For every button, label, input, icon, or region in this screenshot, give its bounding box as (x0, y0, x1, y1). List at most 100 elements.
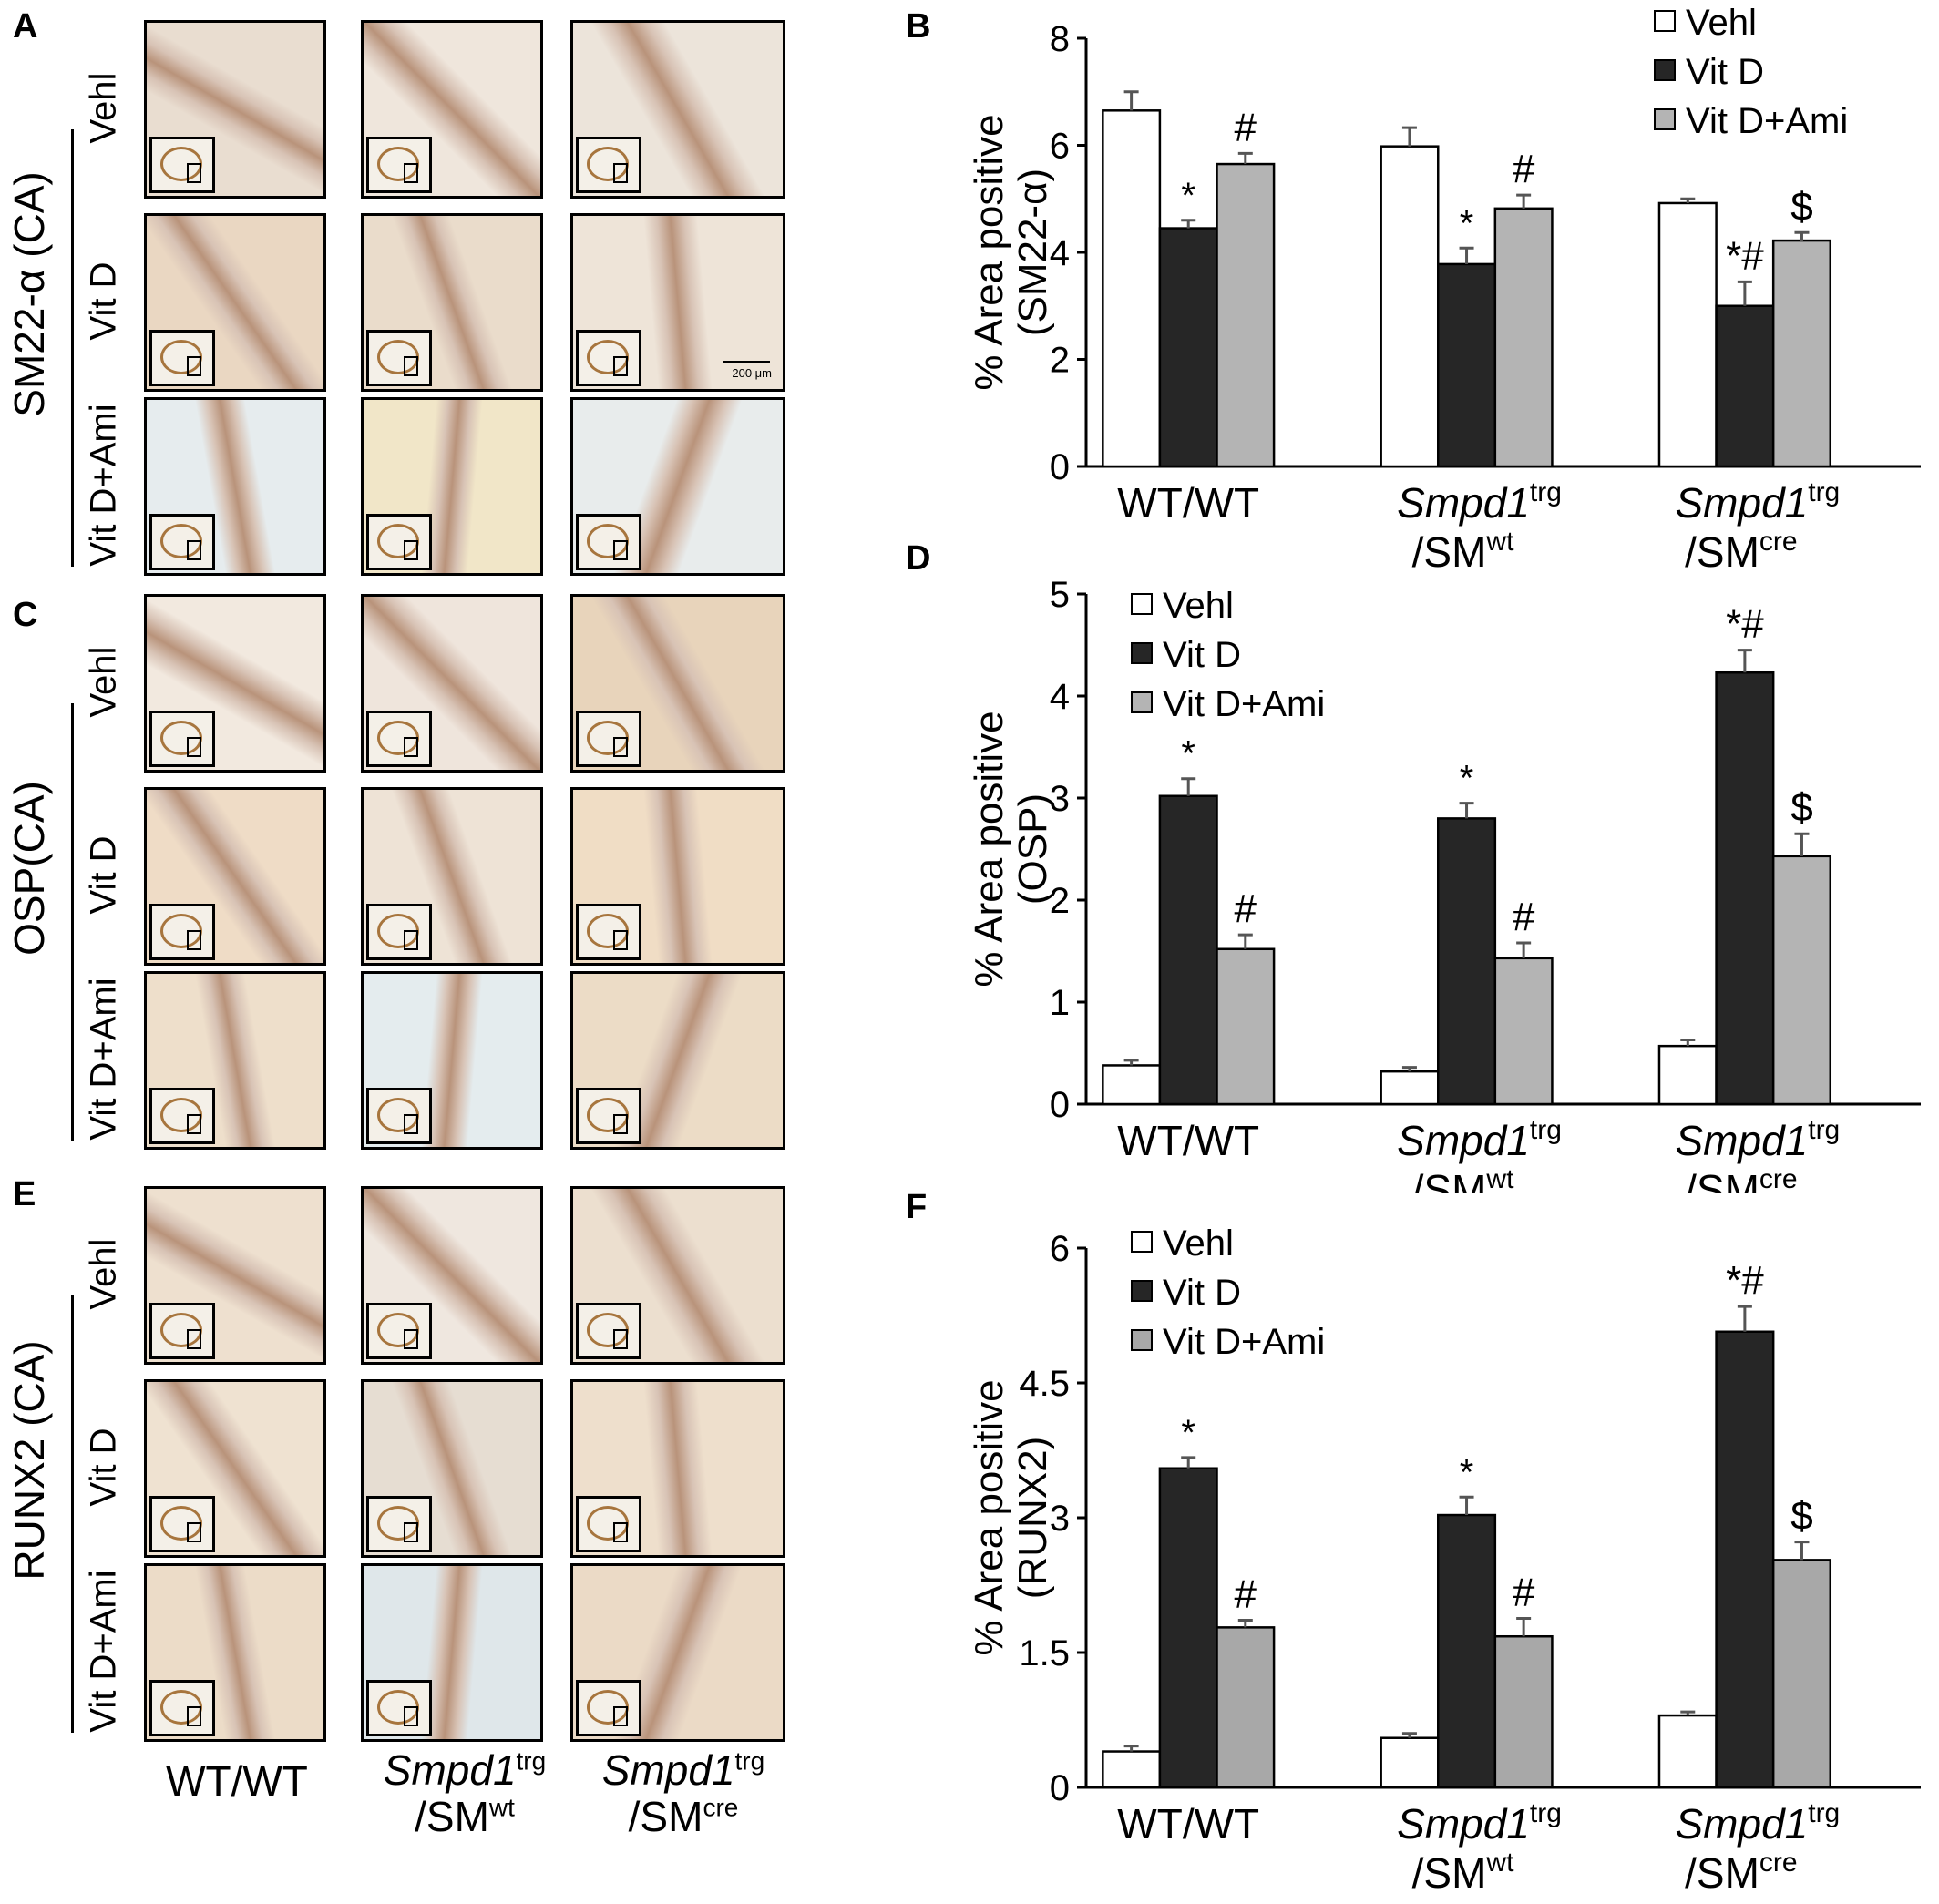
micrograph-a-vitd-col1 (144, 213, 326, 392)
micrograph-c-vehl-col3 (570, 594, 785, 773)
y-tick-label: 2 (1050, 881, 1070, 921)
stain-label-e: RUNX2 (CA) (5, 1340, 53, 1581)
row-label-vehl: Vehl (83, 646, 124, 718)
legend-swatch (1131, 1329, 1153, 1351)
column-label-smpd1-smcre: Smpd1trg /SMcre (601, 1746, 765, 1840)
micrograph-a-vehl-col2 (361, 20, 543, 199)
micrograph-a-vitd-col2 (361, 213, 543, 392)
row-label-vitdami: Vit D+Ami (83, 404, 124, 567)
vessel-overview-inset (366, 137, 432, 193)
y-axis-label: % Area positive (967, 1379, 1011, 1655)
column-label-wt: WT/WT (166, 1757, 308, 1805)
region-of-interest-box (187, 163, 201, 183)
significance-marker: $ (1790, 1494, 1812, 1539)
region-of-interest-box (404, 1114, 418, 1134)
region-of-interest-box (187, 1114, 201, 1134)
legend-label: Vit D (1686, 52, 1764, 92)
bar-vit-d-3 (1715, 304, 1775, 468)
chart-runx2: 01.534.56% Area positive (RUNX2)*#WT/WT*#… (967, 1223, 1921, 1897)
panel-label-e: E (13, 1175, 36, 1213)
micrograph-a-vitdami-col1 (144, 397, 326, 576)
legend-swatch (1654, 10, 1676, 32)
vessel-overview-inset (576, 711, 641, 767)
x-category-label: Smpd1trg (1397, 1798, 1562, 1848)
scale-bar (723, 361, 770, 363)
significance-marker: # (1513, 147, 1535, 191)
vessel-overview-inset (576, 1680, 641, 1736)
region-of-interest-box (613, 930, 628, 950)
row-divider-line (71, 703, 74, 1141)
region-of-interest-box (613, 1522, 628, 1542)
micrograph-c-vitdami-col2 (361, 971, 543, 1150)
region-of-interest-box (404, 737, 418, 757)
genotype-name: Smpd1 (1397, 1800, 1530, 1848)
micrograph-c-vitd-col3 (570, 787, 785, 966)
genotype-superscript: trg (1530, 1115, 1562, 1145)
row-divider-line (71, 1295, 74, 1733)
x-category-label-line2: /SMcre (1685, 527, 1797, 576)
micrograph-a-vitd-col3: 200 μm (570, 213, 785, 392)
vessel-overview-inset (366, 1303, 432, 1359)
region-of-interest-box (404, 930, 418, 950)
y-tick-label: 3 (1050, 1499, 1070, 1539)
legend-swatch (1131, 1280, 1153, 1302)
region-of-interest-box (613, 356, 628, 376)
region-of-interest-box (187, 1522, 201, 1542)
bar-vit-d-ami-3 (1771, 239, 1832, 468)
region-of-interest-box (613, 540, 628, 560)
genotype-line2: /SM (1685, 1849, 1759, 1897)
genotype-line2: /SM (1685, 528, 1759, 576)
region-of-interest-box (404, 163, 418, 183)
region-of-interest-box (404, 1522, 418, 1542)
significance-marker: # (1235, 886, 1257, 931)
vessel-overview-inset (149, 330, 215, 386)
vessel-overview-inset (149, 1303, 215, 1359)
bar-vit-d-ami-2 (1493, 957, 1554, 1106)
vessel-overview-inset (366, 1680, 432, 1736)
region-of-interest-box (613, 737, 628, 757)
micrograph-c-vitd-col1 (144, 787, 326, 966)
stain-label-c: OSP(CA) (5, 781, 53, 956)
significance-marker: * (1181, 176, 1195, 216)
region-of-interest-box (613, 1329, 628, 1349)
genotype-line2-superscript: wt (1485, 1164, 1514, 1193)
legend-swatch (1131, 691, 1153, 713)
row-label-vitd: Vit D (83, 835, 124, 915)
micrograph-e-vitd-col2 (361, 1379, 543, 1558)
region-of-interest-box (187, 1329, 201, 1349)
micrograph-a-vitdami-col2 (361, 397, 543, 576)
x-category-label: WT/WT (1117, 1800, 1259, 1848)
y-tick-label: 0 (1050, 1768, 1070, 1808)
bar-vehl-3 (1657, 1044, 1718, 1106)
vessel-overview-inset (149, 1680, 215, 1736)
significance-marker: *# (1726, 1258, 1764, 1303)
genotype-line2: /SM (1685, 1166, 1759, 1193)
y-axis-label-unit: (RUNX2) (1011, 1437, 1055, 1599)
significance-marker: * (1181, 1413, 1195, 1453)
vessel-overview-inset (366, 514, 432, 570)
bar-vehl-2 (1380, 145, 1440, 468)
bar-vehl-3 (1657, 201, 1718, 468)
genotype-name: Smpd1 (1675, 1117, 1808, 1164)
vessel-overview-inset (149, 514, 215, 570)
y-axis-label-unit: (OSP) (1011, 793, 1055, 905)
x-category-label: WT/WT (1117, 1117, 1259, 1164)
significance-marker: # (1235, 1571, 1257, 1616)
x-category-label: Smpd1trg (1397, 477, 1562, 527)
legend-swatch (1131, 1231, 1153, 1253)
region-of-interest-box (187, 737, 201, 757)
vessel-overview-inset (149, 711, 215, 767)
bar-vehl-1 (1102, 1750, 1162, 1789)
bar-vit-d-1 (1158, 1467, 1218, 1789)
x-category-label-line2: /SMcre (1685, 1848, 1797, 1897)
significance-marker: *# (1726, 602, 1764, 647)
micrograph-e-vitdami-col3 (570, 1563, 785, 1742)
significance-marker: # (1513, 895, 1535, 939)
x-category-label: WT/WT (1117, 479, 1259, 527)
y-tick-label: 6 (1050, 1229, 1070, 1269)
vessel-overview-inset (576, 904, 641, 960)
legend-label: Vit D+Ami (1686, 101, 1848, 141)
bar-vit-d-2 (1436, 1513, 1497, 1789)
vessel-overview-inset (149, 1496, 215, 1552)
